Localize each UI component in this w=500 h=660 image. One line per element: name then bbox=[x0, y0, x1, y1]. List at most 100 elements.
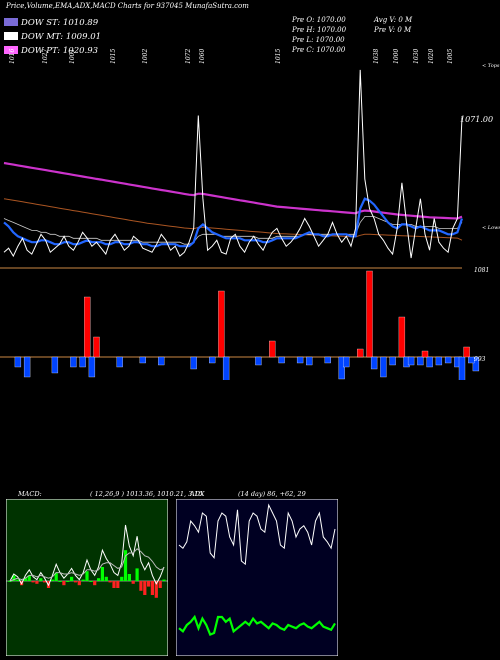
macd-label: MACD: bbox=[18, 490, 42, 498]
macd-histogram-bar bbox=[93, 581, 97, 586]
legend-dow-mt-label: DOW MT: 1009.01 bbox=[21, 32, 102, 42]
macd-histogram-bar bbox=[116, 581, 120, 588]
volume-bar-9 bbox=[139, 356, 146, 364]
macd-histogram-bar bbox=[150, 581, 154, 595]
macd-histogram-bar bbox=[108, 581, 112, 583]
ohlc-avg-volume: Avg V: 0 M bbox=[374, 16, 413, 24]
volume-bar-1 bbox=[88, 356, 96, 378]
x-tick-label: 1005 bbox=[447, 49, 454, 64]
ohlc-open: Pre O: 1070.00 bbox=[292, 16, 346, 24]
macd-histogram-bar bbox=[62, 581, 66, 586]
macd-histogram-bar bbox=[85, 571, 89, 581]
volume-bar-11 bbox=[190, 356, 197, 370]
volume-bar-4 bbox=[23, 356, 31, 378]
volume-bar-31 bbox=[444, 356, 452, 364]
macd-histogram-bar bbox=[54, 572, 58, 581]
macd-histogram-bar bbox=[12, 575, 16, 581]
macd-histogram-bar bbox=[73, 581, 78, 583]
macd-params: ( 12,26,9 ) 1013.36, 1010.21, 3.15 bbox=[90, 490, 203, 498]
x-tick-label: 1016 bbox=[9, 49, 16, 64]
macd-histogram-bar bbox=[127, 574, 131, 581]
series-ema-short bbox=[3, 197, 464, 248]
volume-bar-37 bbox=[458, 356, 466, 380]
adx-label: ADX bbox=[190, 490, 205, 498]
volume-bar-3 bbox=[14, 356, 22, 368]
ohlc-close: Pre C: 1070.00 bbox=[292, 46, 346, 54]
macd-histogram-bar bbox=[35, 581, 39, 584]
macd-series-signal bbox=[9, 548, 165, 582]
volume-bar-14 bbox=[222, 356, 230, 380]
legend-swatch-mt bbox=[4, 32, 18, 40]
right-axis-label: 993 bbox=[474, 356, 486, 363]
volume-bar-22 bbox=[370, 356, 378, 370]
volume-bar-2 bbox=[93, 336, 100, 358]
x-tick-label: 1001 bbox=[69, 49, 76, 64]
macd-panel bbox=[6, 499, 168, 656]
x-tick-label: 1030 bbox=[413, 49, 420, 64]
volume-bar-34 bbox=[338, 356, 345, 380]
adx-series-adx bbox=[178, 503, 336, 566]
legend-swatch-pt bbox=[4, 46, 18, 54]
volume-bar-24 bbox=[389, 356, 396, 366]
volume-bar-29 bbox=[426, 356, 433, 368]
macd-histogram-bar bbox=[162, 579, 166, 581]
x-tick-label: 1020 bbox=[428, 49, 435, 64]
volume-bar-19 bbox=[306, 356, 313, 366]
macd-histogram-bar bbox=[66, 581, 70, 582]
lows-note: < Lows bbox=[482, 225, 500, 231]
macd-histogram-bar bbox=[89, 581, 93, 582]
volume-bar-16 bbox=[269, 340, 276, 358]
macd-series-macd bbox=[9, 524, 165, 587]
volume-bar-21 bbox=[366, 270, 373, 358]
volume-bar-10 bbox=[158, 356, 165, 366]
macd-histogram-bar bbox=[70, 576, 74, 581]
macd-histogram-bar bbox=[131, 581, 135, 584]
macd-histogram-bar bbox=[143, 581, 147, 595]
volume-bar-18 bbox=[296, 356, 304, 364]
volume-bar-36 bbox=[357, 348, 364, 358]
ohlc-prev-volume: Pre V: 0 M bbox=[374, 26, 412, 34]
legend-dow-st: DOW ST: 1010.89 bbox=[4, 18, 98, 28]
price-chart: 1016 1027 1001 1015 1002 1072 1060 1015 1038 1000… bbox=[0, 49, 500, 380]
volume-bar-15 bbox=[255, 356, 262, 366]
macd-histogram-bar bbox=[112, 581, 116, 588]
right-axis-label: 1081 bbox=[474, 267, 489, 274]
last-price-label: 1071.00 bbox=[460, 115, 493, 124]
legend-dow-mt: DOW MT: 1009.01 bbox=[4, 32, 101, 42]
macd-histogram-bar bbox=[100, 567, 104, 581]
volume-bar-39 bbox=[472, 356, 480, 372]
macd-histogram-bar bbox=[27, 575, 31, 581]
adx-params: (14 day) 86, +62, 29 bbox=[238, 490, 306, 498]
legend-dow-pt-label: DOW PT: 1020.93 bbox=[21, 46, 99, 56]
macd-histogram-bar bbox=[39, 578, 43, 581]
x-tick-label: 1060 bbox=[199, 49, 206, 64]
volume-bar-6 bbox=[70, 356, 77, 368]
legend-dow-pt: DOW PT: 1020.93 bbox=[4, 46, 98, 56]
x-tick-label: 1002 bbox=[142, 49, 149, 64]
x-tick-label: 1000 bbox=[393, 49, 400, 64]
adx-background bbox=[176, 499, 338, 656]
macd-histogram-bar bbox=[77, 581, 81, 586]
macd-histogram-bar bbox=[23, 578, 27, 581]
series-price bbox=[3, 69, 463, 259]
volume-bar-12 bbox=[209, 356, 216, 364]
x-tick-label: 1027 bbox=[42, 49, 49, 64]
x-tick-label: 1015 bbox=[275, 49, 282, 64]
tops-note: < Tops bbox=[482, 63, 500, 69]
volume-bar-33 bbox=[421, 350, 429, 358]
adx-series-di bbox=[178, 614, 336, 637]
ohlc-low: Pre L: 1070.00 bbox=[292, 36, 345, 44]
ohlc-high: Pre H: 1070.00 bbox=[292, 26, 347, 34]
adx-panel bbox=[176, 499, 338, 656]
macd-histogram-bar bbox=[139, 581, 143, 591]
volume-bar-5 bbox=[51, 356, 59, 374]
volume-bar-35 bbox=[343, 356, 350, 368]
volume-bar-20 bbox=[324, 356, 331, 364]
macd-histogram-bar bbox=[81, 579, 85, 581]
macd-histogram-bar bbox=[104, 576, 108, 581]
series-ema-long bbox=[3, 161, 463, 220]
volume-bar-8 bbox=[116, 356, 123, 368]
macd-histogram-bar bbox=[158, 581, 162, 588]
macd-histogram-bar bbox=[8, 581, 12, 582]
macd-histogram-bar bbox=[123, 550, 128, 581]
